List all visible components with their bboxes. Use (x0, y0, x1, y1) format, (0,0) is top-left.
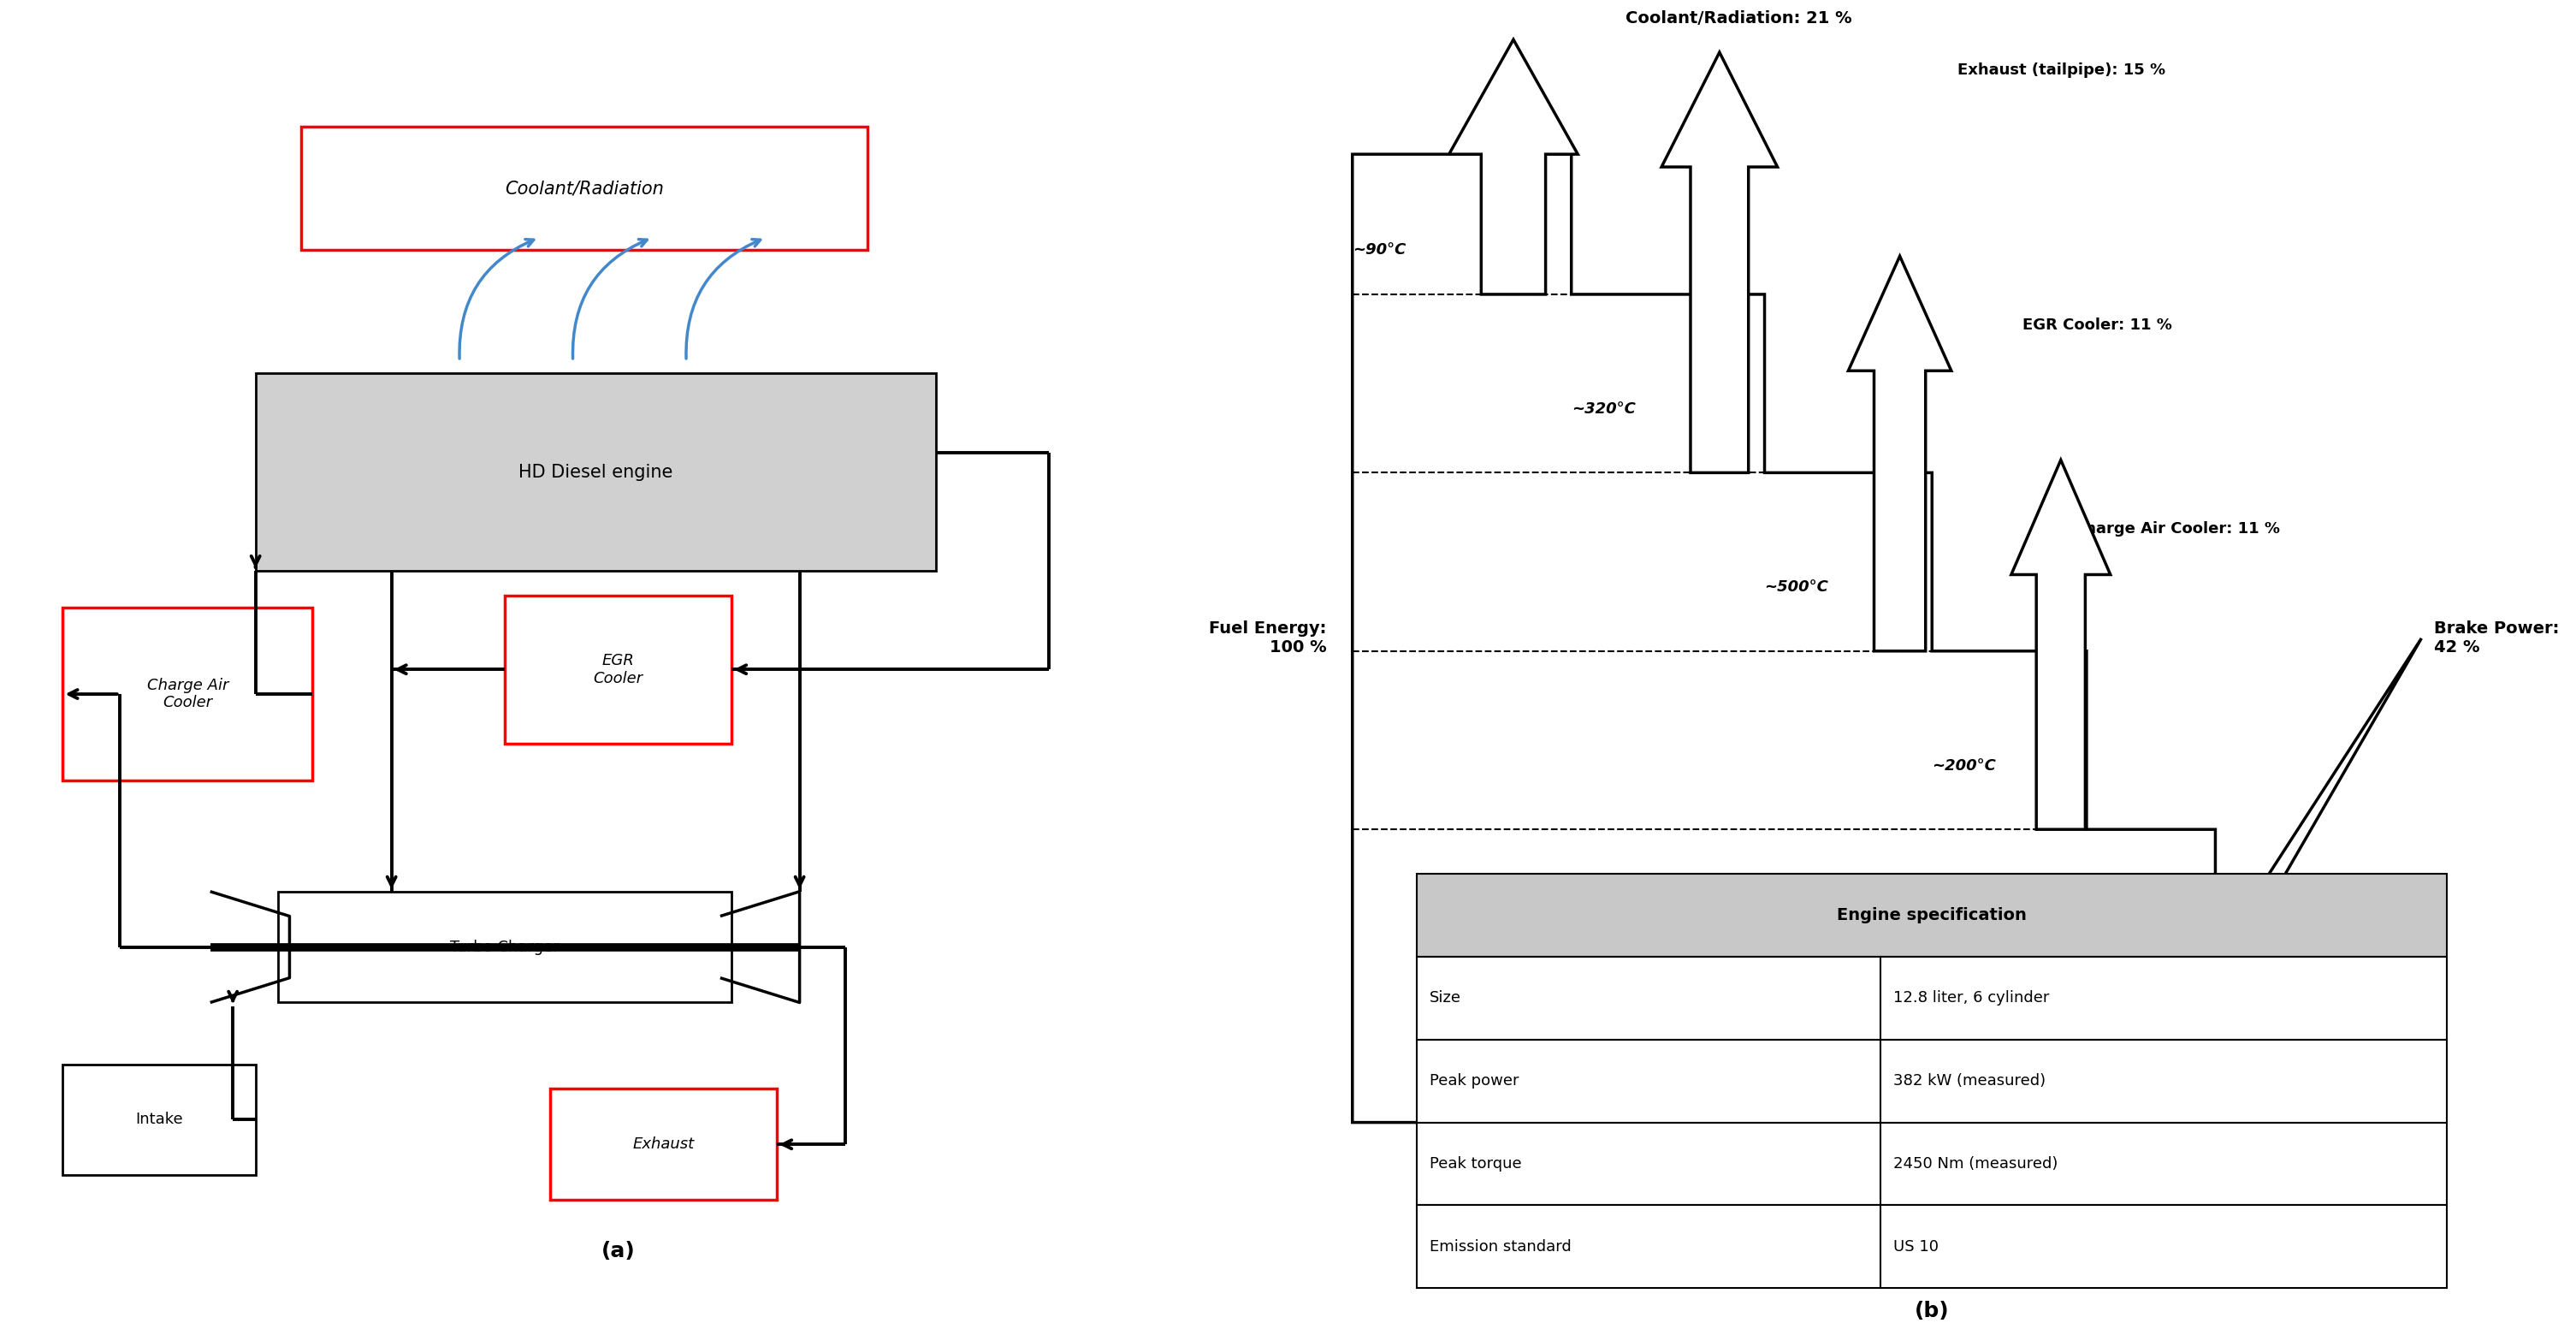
Bar (1417, 1206, 2447, 1287)
Text: (a): (a) (600, 1240, 636, 1262)
Polygon shape (2012, 460, 2110, 829)
Text: Coolant/Radiation: 21 %: Coolant/Radiation: 21 % (1625, 11, 1852, 27)
Text: Charge Air Cooler: 11 %: Charge Air Cooler: 11 % (2074, 522, 2280, 536)
Text: Intake: Intake (137, 1112, 183, 1128)
Polygon shape (1662, 52, 1777, 472)
Text: 382 kW (measured): 382 kW (measured) (1893, 1073, 2045, 1089)
Bar (1417, 874, 2447, 957)
Text: Size: Size (1430, 991, 1461, 1006)
Text: ~90°C: ~90°C (1352, 243, 1406, 257)
Text: Coolant/Radiation: Coolant/Radiation (505, 180, 665, 197)
Bar (551, 1089, 778, 1200)
Bar (255, 373, 935, 571)
Text: HD Diesel engine: HD Diesel engine (518, 464, 672, 480)
Text: Emission standard: Emission standard (1430, 1239, 1571, 1254)
Text: Peak torque: Peak torque (1430, 1156, 1522, 1172)
Text: EGR Cooler: 11 %: EGR Cooler: 11 % (2022, 318, 2172, 333)
Polygon shape (1352, 154, 2421, 1122)
Bar (62, 607, 312, 780)
Polygon shape (1850, 256, 1953, 650)
Bar (1417, 957, 2447, 1039)
Bar (301, 126, 868, 249)
Text: ~320°C: ~320°C (1571, 401, 1636, 417)
Text: Turbo Charger: Turbo Charger (451, 939, 559, 955)
Bar (62, 1065, 255, 1175)
Bar (1417, 1122, 2447, 1206)
Bar (1417, 1039, 2447, 1122)
Text: Exhaust: Exhaust (634, 1137, 696, 1152)
Text: Brake Power:
42 %: Brake Power: 42 % (2434, 621, 2561, 656)
Text: Fuel Energy:
100 %: Fuel Energy: 100 % (1208, 621, 1327, 656)
Text: ~500°C: ~500°C (1765, 579, 1829, 595)
Text: Charge Air
Cooler: Charge Air Cooler (147, 677, 229, 711)
Text: US 10: US 10 (1893, 1239, 1940, 1254)
Bar (505, 595, 732, 743)
Text: 12.8 liter, 6 cylinder: 12.8 liter, 6 cylinder (1893, 991, 2050, 1006)
Text: Engine specification: Engine specification (1837, 908, 2027, 924)
Text: Exhaust (tailpipe): 15 %: Exhaust (tailpipe): 15 % (1958, 63, 2166, 78)
Text: EGR
Cooler: EGR Cooler (592, 653, 644, 687)
Text: (b): (b) (1914, 1301, 1950, 1321)
Text: ~200°C: ~200°C (1932, 758, 1996, 774)
Text: 2450 Nm (measured): 2450 Nm (measured) (1893, 1156, 2058, 1172)
Text: Peak power: Peak power (1430, 1073, 1520, 1089)
Polygon shape (1448, 39, 1577, 294)
Bar (278, 892, 732, 1003)
